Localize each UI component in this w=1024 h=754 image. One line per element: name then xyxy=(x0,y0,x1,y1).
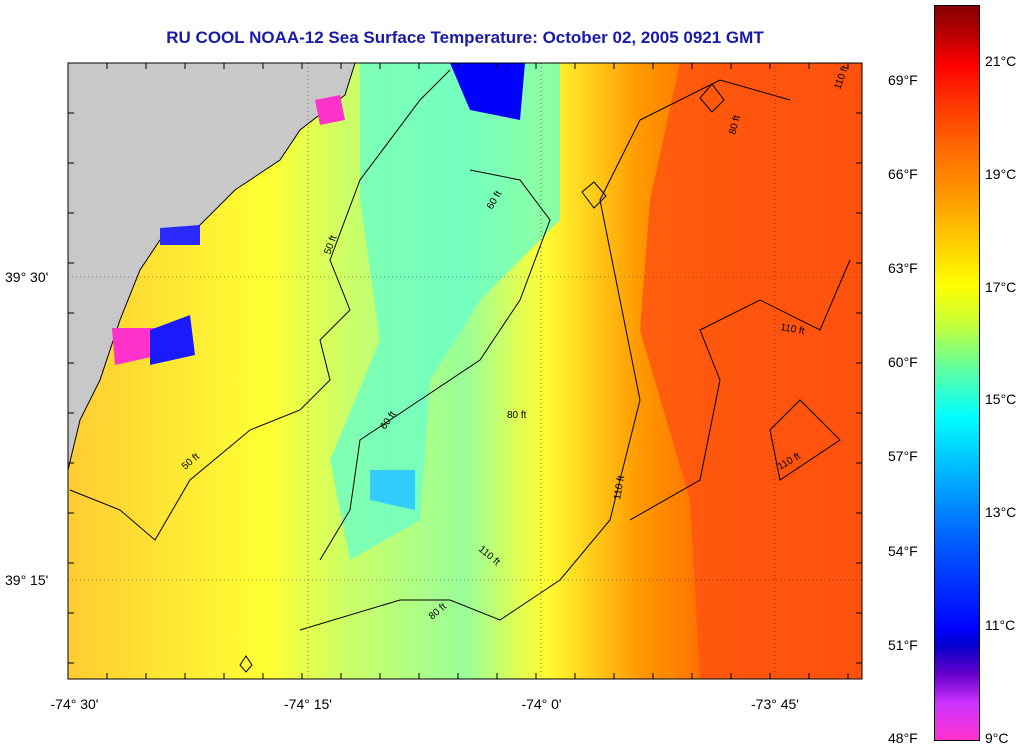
longitude-tick-label: -74° 30' xyxy=(50,696,99,712)
contour-depth-label: 110 ft xyxy=(779,322,805,337)
celsius-tick-label: 9°C xyxy=(985,730,1009,746)
nearshore-magenta-north xyxy=(315,95,345,125)
map-frame xyxy=(67,62,863,680)
contour-60ft-line xyxy=(319,169,551,561)
cold-core-region xyxy=(450,63,525,120)
celsius-tick-label: 11°C xyxy=(985,617,1016,633)
land-mass xyxy=(68,63,355,470)
longitude-tick-label: -74° 15' xyxy=(284,696,332,712)
longitude-tick-label: -73° 45' xyxy=(751,696,799,712)
latitude-tick-label: 39° 30' xyxy=(5,269,49,285)
celsius-tick-label: 21°C xyxy=(985,53,1017,69)
fahrenheit-tick-label: 60°F xyxy=(888,354,918,370)
contour-depth-label: 80 ft xyxy=(727,114,743,136)
contour-110ft-line xyxy=(629,259,851,521)
nearshore-cold-strip xyxy=(160,225,200,245)
fahrenheit-tick-label: 66°F xyxy=(888,166,918,182)
celsius-tick-label: 17°C xyxy=(985,279,1017,295)
fahrenheit-tick-label: 54°F xyxy=(888,543,918,559)
fahrenheit-tick-label: 63°F xyxy=(888,260,918,276)
celsius-tick-label: 19°C xyxy=(985,166,1017,182)
color-scale-bar xyxy=(934,5,980,741)
fahrenheit-tick-label: 57°F xyxy=(888,448,918,464)
celsius-tick-label: 15°C xyxy=(985,391,1017,407)
contour-small-loop xyxy=(239,655,253,673)
contour-110ft-loop xyxy=(769,399,841,481)
cool-water-region xyxy=(330,63,560,560)
nearshore-blue-patch xyxy=(150,315,195,365)
fahrenheit-tick-label: 48°F xyxy=(888,730,918,746)
contour-small-loop xyxy=(581,181,607,209)
warm-offshore-region xyxy=(640,63,862,679)
contour-80ft-line xyxy=(299,79,791,631)
contour-depth-label: 110 ft xyxy=(612,474,627,500)
chart-title: RU COOL NOAA-12 Sea Surface Temperature:… xyxy=(166,28,764,47)
celsius-tick-label: 13°C xyxy=(985,504,1017,520)
cold-spot xyxy=(370,470,415,510)
fahrenheit-tick-label: 69°F xyxy=(888,72,918,88)
nearshore-magenta-patch xyxy=(112,328,160,365)
longitude-tick-label: -74° 0' xyxy=(521,696,562,712)
contour-small-loop xyxy=(699,83,725,113)
contour-50ft-line xyxy=(69,69,451,541)
fahrenheit-tick-label: 51°F xyxy=(888,637,918,653)
contour-depth-label: 80 ft xyxy=(507,410,527,421)
latitude-tick-label: 39° 15' xyxy=(5,572,49,588)
